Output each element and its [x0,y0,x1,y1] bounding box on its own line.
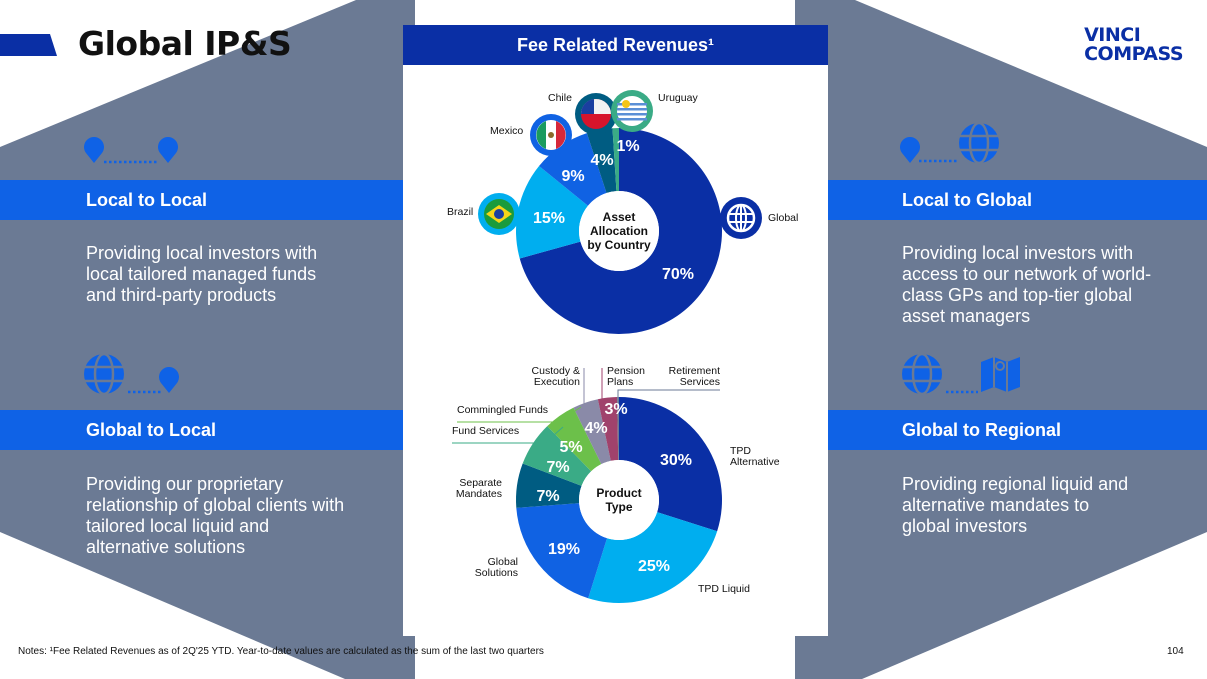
panel-description-global-to-local: Providing our proprietary relationship o… [86,474,345,557]
center-label-line: Asset [603,210,636,224]
value-label-chile: 4% [590,152,613,169]
value-label-custody-execution: 4% [584,420,607,437]
slice-global [519,128,722,334]
slice-uruguay [612,128,619,192]
value-label-mexico: 9% [561,168,584,185]
value-label-brazil: 15% [533,210,565,227]
footnote: Notes: ¹Fee Related Revenues as of 2Q'25… [18,646,544,657]
value-label-fund-services: 7% [546,459,569,476]
label-brazil: Brazil [447,206,474,218]
page-title: Global IP&S [78,24,292,63]
globe-icon [84,352,124,396]
label-tpd-liquid: TPD Liquid [698,583,750,595]
globe-icon [959,121,999,165]
slice-global-solutions [516,503,608,599]
slice-separate-mandates [516,463,582,508]
slice-commingled-funds [547,407,602,472]
slice-retirement-services [617,397,619,461]
slice-chile [586,128,617,193]
slice-brazil [516,166,588,259]
brazil-flag-icon [478,193,520,235]
map-icon [981,357,1020,392]
value-label-separate-mandates: 7% [536,488,559,505]
value-label-global-solutions: 19% [548,541,580,558]
slice-pension-plans [597,397,619,461]
value-label-tpd-liquid: 25% [638,558,670,575]
slice-fund-services [522,426,592,486]
label-commingled-funds: Commingled Funds [457,404,549,416]
center-label-line: Product [596,486,641,500]
center-label-line: Type [605,500,632,514]
panel-title-local-to-local: Local to Local [0,180,403,220]
center-label-line: by Country [587,238,651,252]
mexico-flag-icon [530,114,572,156]
local-to-global-icons [900,121,999,165]
label-pension-plans: Pension Plans [607,365,645,388]
uruguay-flag-icon [611,90,653,132]
label-global-solutions: Global Solutions [474,556,518,579]
label-global: Global [768,212,799,224]
map-pin-icon [158,137,178,163]
leader-fund-services [452,426,564,444]
value-label-commingled-funds: 5% [559,439,582,456]
panel-title-global-to-regional: Global to Regional [828,410,1207,450]
panel-description-local-to-global: Providing local investors with access to… [902,243,1152,326]
value-label-global: 70% [662,266,694,283]
global-to-local-icons [84,352,179,396]
label-uruguay: Uruguay [658,92,698,104]
label-retirement-services: Retirement Services [668,365,720,388]
value-label-tpd-alternative: 30% [660,452,692,469]
leader-commingled-funds [457,406,582,423]
slice-tpd-alternative [619,397,722,532]
value-label-pension-plans: 3% [604,401,627,418]
panel-description-local-to-local: Providing local investors with local tai… [86,243,318,305]
map-pin-icon [159,367,179,393]
leader-retirement-services [617,389,720,397]
local-to-local-icons [84,137,178,164]
vinci-compass-logo: VINCI COMPASS [1084,26,1183,64]
logo-line-1: VINCI [1084,24,1141,46]
globe-icon [720,197,762,239]
value-label-uruguay: 1% [616,138,639,155]
label-custody-execution: Custody & Execution [531,365,580,388]
chile-flag-icon [575,93,617,135]
map-pin-icon [900,137,920,163]
panel-title-global-to-local: Global to Local [0,410,403,450]
label-separate-mandates: Separate Mandates [455,477,502,500]
card-title: Fee Related Revenues¹ [403,25,828,65]
slice-tpd-liquid [588,512,718,603]
global-to-regional-icons [902,352,1020,396]
globe-icon [902,352,942,396]
panel-description-global-to-regional: Providing regional liquid and alternativ… [902,474,1129,536]
label-fund-services: Fund Services [452,425,520,437]
slice-custody-execution [573,399,611,465]
panel-title-local-to-global: Local to Global [828,180,1207,220]
label-mexico: Mexico [490,125,524,137]
donut-center [579,460,659,540]
label-chile: Chile [548,92,572,104]
logo-line-2: COMPASS [1084,43,1183,65]
map-pin-icon [84,137,104,163]
donut-center [579,191,659,271]
page-number: 104 [1167,646,1184,657]
label-tpd-alternative: TPD Alternative [730,445,780,468]
center-label-line: Allocation [590,224,648,238]
